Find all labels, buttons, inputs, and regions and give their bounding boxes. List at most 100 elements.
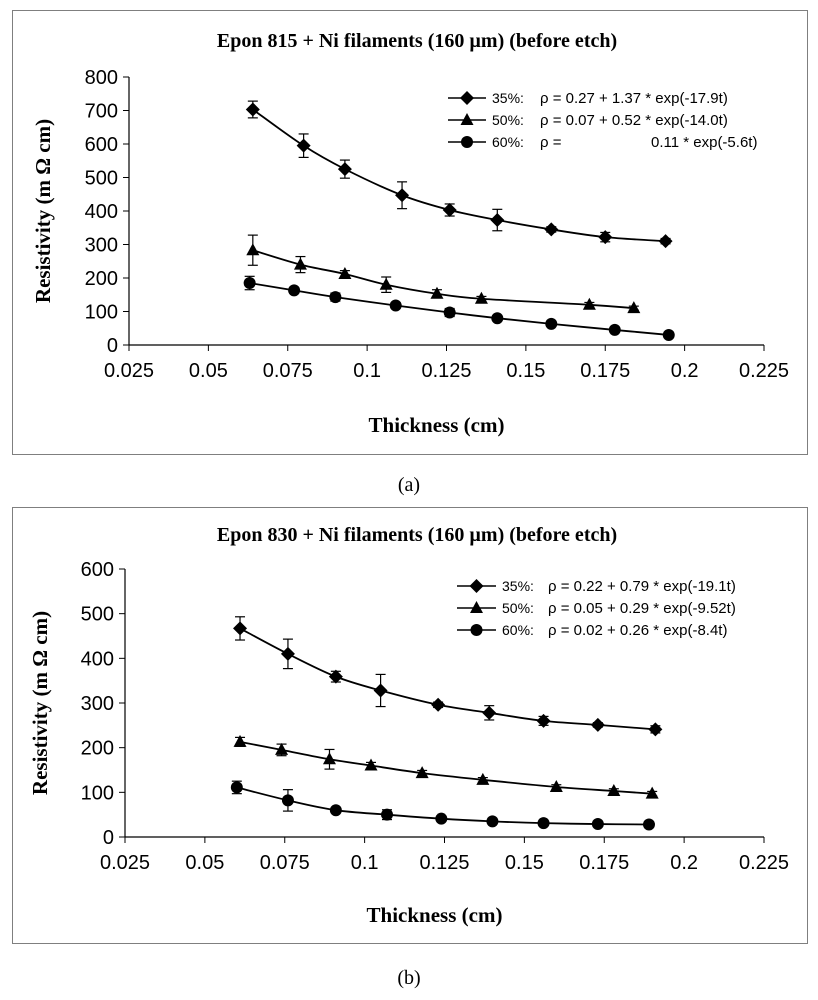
chart-a-x-tick-label: 0.075 [263, 360, 313, 382]
chart-b-data-point [476, 772, 490, 785]
chart-b-data-point [281, 794, 294, 807]
chart-b-legend-marker [470, 624, 483, 636]
chart-b-data-point [280, 646, 295, 661]
chart-b-series-line [239, 627, 656, 731]
chart-a-data-point [443, 306, 456, 319]
chart-b-data-point [328, 669, 343, 684]
chart-a-data-point [246, 243, 260, 256]
chart-a-legend-label: 35%: [492, 90, 524, 106]
chart-b-legend-label: 50%: [502, 600, 534, 616]
chart-b-data-point [648, 722, 663, 737]
chart-b-y-axis-label: Resistivity (m Ω cm) [28, 611, 52, 795]
chart-b-legend-marker [470, 601, 483, 613]
chart-b-x-tick-label: 0.225 [739, 852, 789, 874]
chart-b-data-point [230, 781, 243, 794]
chart-b-data-point [380, 808, 393, 821]
chart-b-y-tick-label: 300 [81, 693, 114, 715]
chart-a-data-point [544, 222, 559, 237]
chart-b-data-point [275, 742, 289, 755]
chart-a-title: Epon 815 + Ni filaments (160 µm) (before… [217, 30, 617, 52]
chart-a-data-point [337, 162, 352, 177]
chart-a-data-point [395, 188, 410, 203]
chart-b-x-tick-label: 0.175 [579, 852, 629, 874]
chart-b-data-point [431, 697, 446, 712]
chart-a-data-point [430, 286, 444, 299]
caption-b: (b) [397, 967, 421, 989]
chart-a-y-tick-label: 600 [85, 134, 118, 156]
chart-a-data-point [491, 312, 504, 325]
chart-a-legend-marker [460, 91, 474, 105]
chart-a-x-tick-label: 0.225 [739, 360, 789, 382]
chart-a-legend-equation: ρ = 0.27 + 1.37 * exp(-17.9t) [540, 90, 728, 107]
chart-b-data-point [607, 783, 621, 796]
chart-a-y-tick-label: 200 [85, 268, 118, 290]
chart-a-data-point [389, 299, 402, 312]
chart-b-x-axis-label: Thickness (cm) [367, 903, 503, 927]
chart-panel-a [12, 10, 808, 455]
chart-a-x-tick-label: 0.175 [580, 360, 630, 382]
chart-a-legend-marker [461, 136, 473, 148]
chart-a-data-point [658, 234, 673, 249]
chart-a-series-line [252, 108, 666, 243]
chart-a-data-point [608, 323, 621, 336]
chart-a-x-tick-label: 0.2 [671, 360, 699, 382]
chart-b-data-point [591, 818, 604, 831]
chart-a-y-axis-label: Resistivity (m Ω cm) [31, 119, 55, 303]
chart-a-data-point [545, 317, 558, 330]
chart-b-legend-equation: ρ = 0.22 + 0.79 * exp(-19.1t) [548, 578, 736, 595]
chart-a-data-point [474, 291, 488, 304]
chart-a-data-point [293, 257, 307, 270]
chart-a-x-tick-label: 0.15 [506, 360, 545, 382]
chart-a-data-point [490, 213, 505, 228]
chart-b-data-point [482, 705, 497, 720]
chart-b-x-tick-label: 0.1 [351, 852, 379, 874]
chart-a-x-tick-label: 0.1 [353, 360, 381, 382]
chart-a-data-point [582, 297, 596, 310]
chart-b-series-line [239, 740, 653, 795]
chart-b-y-tick-label: 400 [81, 648, 114, 670]
chart-b-legend-label: 60%: [502, 622, 534, 638]
chart-a-legend-equation-prefix: ρ = [540, 134, 562, 151]
chart-a-data-point [598, 230, 613, 245]
chart-a-data-point [379, 277, 393, 290]
chart-a-x-axis-label: Thickness (cm) [369, 413, 505, 437]
chart-b-data-point [233, 621, 248, 636]
chart-a-legend-equation: ρ = 0.07 + 0.52 * exp(-14.0t) [540, 112, 728, 129]
chart-b-data-point [329, 804, 342, 817]
chart-b-data-point [373, 683, 388, 698]
chart-a-y-tick-label: 100 [85, 302, 118, 324]
chart-b-y-tick-label: 0 [103, 827, 114, 849]
chart-a-data-point [296, 138, 311, 153]
chart-a-data-point [329, 291, 342, 304]
chart-b-y-tick-label: 500 [81, 604, 114, 626]
chart-a-data-point [288, 284, 301, 297]
chart-b-y-tick-label: 600 [81, 559, 114, 581]
chart-a-y-tick-label: 700 [85, 101, 118, 123]
chart-a-series-line [249, 282, 669, 336]
chart-b-data-point [486, 815, 499, 828]
chart-b-legend-equation: ρ = 0.05 + 0.29 * exp(-9.52t) [548, 600, 736, 617]
chart-b-data-point [233, 734, 247, 747]
chart-b-legend-label: 35%: [502, 578, 534, 594]
chart-a-legend-label: 50%: [492, 112, 524, 128]
chart-b-y-tick-label: 100 [81, 782, 114, 804]
chart-b-x-tick-label: 0.125 [419, 852, 469, 874]
chart-b-x-tick-label: 0.075 [260, 852, 310, 874]
chart-a-legend-equation: 0.11 * exp(-5.6t) [651, 134, 757, 151]
chart-b-legend-equation: ρ = 0.02 + 0.26 * exp(-8.4t) [548, 622, 727, 639]
chart-b-data-point [536, 713, 551, 728]
chart-b-x-tick-label: 0.025 [100, 852, 150, 874]
chart-b-data-point [549, 779, 563, 792]
chart-a-y-tick-label: 0 [107, 335, 118, 357]
chart-b-legend-marker [469, 579, 484, 593]
chart-b-x-tick-label: 0.15 [505, 852, 544, 874]
chart-a-legend-label: 60%: [492, 134, 524, 150]
chart-a-x-tick-label: 0.025 [104, 360, 154, 382]
chart-b-y-tick-label: 200 [81, 738, 114, 760]
chart-a-data-point [627, 301, 641, 314]
chart-b-data-point [322, 752, 336, 765]
chart-b-data-point [642, 818, 655, 831]
chart-a-y-tick-label: 800 [85, 67, 118, 89]
chart-a-data-point [245, 102, 260, 117]
